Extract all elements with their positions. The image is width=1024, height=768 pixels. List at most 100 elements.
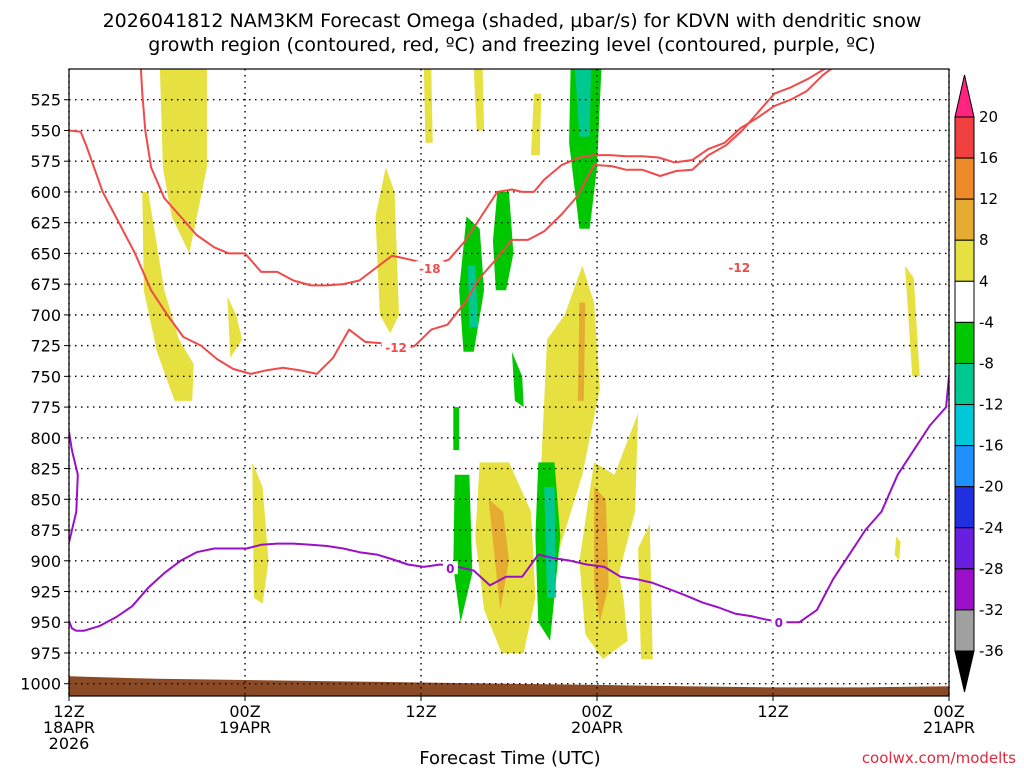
y-tick-label-800: 800	[30, 429, 61, 448]
colorbar-bin-8	[954, 404, 975, 447]
y-tick-label-675: 675	[30, 275, 61, 294]
omega-region-19	[511, 351, 524, 408]
omega-region-2	[227, 296, 243, 358]
y-tick-label-825: 825	[30, 460, 61, 479]
colorbar-bin-13	[954, 609, 975, 652]
plot-frame	[68, 68, 950, 697]
colorbar-bin-1	[954, 116, 975, 159]
freezing-level-label: 0	[775, 616, 783, 630]
colorbar-label-6: -8	[979, 354, 994, 372]
omega-shading	[69, 69, 949, 696]
omega-region-25	[544, 487, 556, 598]
y-tick-label-575: 575	[30, 152, 61, 171]
dendritic-minus18-label-bg	[415, 261, 445, 275]
y-tick-label-950: 950	[30, 613, 61, 632]
extra-contour-label-0: -12	[728, 261, 750, 275]
y-tick-label-700: 700	[30, 306, 61, 325]
chart-title-line-1: 2026041812 NAM3KM Forecast Omega (shaded…	[103, 10, 922, 32]
colorbar-bin-2	[954, 157, 975, 200]
omega-region-4	[375, 167, 399, 334]
extra-label-bg-0	[724, 259, 754, 273]
y-tick-label-925: 925	[30, 583, 61, 602]
dendritic-minus12-label: -12	[385, 341, 407, 355]
y-tick-label-1000: 1000	[20, 675, 61, 694]
x-tick-label-60-1: 21APR	[923, 718, 975, 737]
colorbar-label-9: -20	[979, 478, 1004, 496]
colorbar-bin-3	[954, 198, 975, 241]
colorbar-bin-9	[954, 445, 975, 488]
temperature-contours	[69, 69, 949, 632]
x-tick-label-36-0: 00Z	[581, 702, 612, 721]
colorbar-bin-7	[954, 362, 975, 406]
omega-region-24	[467, 265, 479, 328]
y-tick-label-525: 525	[30, 91, 61, 110]
omega-region-5	[423, 69, 433, 143]
x-tick-label-36-1: 20APR	[571, 718, 623, 737]
x-tick-label-12-0: 00Z	[229, 702, 260, 721]
colorbar-bin-5	[954, 280, 975, 323]
x-tick-label-60-0: 00Z	[933, 702, 964, 721]
colorbar-bin-6	[954, 321, 975, 364]
y-tick-label-600: 600	[30, 183, 61, 202]
colorbar-bin-11	[954, 527, 975, 570]
x-tick-label-24-0: 12Z	[405, 702, 436, 721]
colorbar-label-12: -32	[979, 601, 1004, 619]
chart-title-line-2: growth region (contoured, red, ºC) and f…	[148, 34, 875, 56]
colorbar-label-3: 8	[979, 231, 989, 249]
pressure-axis: 525 550 575 600 625 650 675 700 725 750 775 800 825 8…	[20, 91, 69, 694]
colorbar-top-tip	[954, 74, 975, 118]
extra-contour-label-1: 0	[446, 562, 454, 576]
omega-region-26	[575, 69, 592, 137]
x-tick-label-0-2: 2026	[49, 734, 90, 753]
omega-region-7	[531, 93, 542, 156]
omega-region-10	[579, 413, 639, 660]
omega-region-12	[905, 265, 920, 377]
omega-region-14	[488, 499, 509, 610]
y-tick-label-725: 725	[30, 337, 61, 356]
extra-label-bg-1	[442, 561, 458, 575]
dendritic-minus12-line	[69, 69, 829, 375]
colorbar-label-2: 12	[979, 190, 998, 208]
colorbar-label-13: -36	[979, 642, 1004, 660]
colorbar-label-7: -12	[979, 396, 1004, 414]
y-tick-label-550: 550	[30, 121, 61, 140]
x-axis-label: Forecast Time (UTC)	[419, 748, 600, 768]
x-tick-label-0-0: 12Z	[53, 702, 84, 721]
credit-text: coolwx.com/modelts	[862, 749, 1016, 767]
omega-region-18	[492, 191, 514, 291]
dendritic-minus18-line	[139, 69, 833, 287]
x-tick-label-0-1: 18APR	[43, 718, 95, 737]
dendritic-minus18-label: -18	[419, 262, 441, 276]
omega-region-23	[569, 69, 602, 229]
y-tick-label-625: 625	[30, 214, 61, 233]
freezing-level-label-bg	[771, 615, 787, 629]
x-tick-label-48-0: 12Z	[757, 702, 788, 721]
pressure-gridlines	[68, 69, 950, 696]
y-tick-label-975: 975	[30, 644, 61, 663]
omega-region-1	[142, 191, 194, 401]
colorbar-label-10: -24	[979, 519, 1004, 537]
colorbar-label-5: -4	[979, 313, 994, 331]
colorbar-label-11: -28	[979, 560, 1004, 578]
colorbar-bin-4	[954, 239, 975, 282]
y-tick-label-650: 650	[30, 244, 61, 263]
contour-labels: -12 -18 0 -12 0	[381, 259, 787, 630]
colorbar-bin-10	[954, 486, 975, 529]
omega-region-3	[252, 462, 269, 604]
omega-region-13	[894, 536, 901, 561]
omega-region-27	[69, 676, 949, 696]
omega-region-20	[453, 407, 460, 451]
y-tick-label-775: 775	[30, 398, 61, 417]
colorbar-label-4: 4	[979, 272, 989, 290]
colorbar-bottom-tip	[954, 650, 975, 693]
dendritic-minus12-label-bg	[381, 339, 411, 353]
omega-region-16	[594, 487, 609, 623]
y-tick-label-900: 900	[30, 552, 61, 571]
omega-region-6	[473, 69, 485, 131]
colorbar-label-1: 16	[979, 149, 998, 167]
freezing-level-line	[69, 376, 949, 632]
y-tick-label-875: 875	[30, 521, 61, 540]
omega-region-21	[453, 474, 473, 623]
